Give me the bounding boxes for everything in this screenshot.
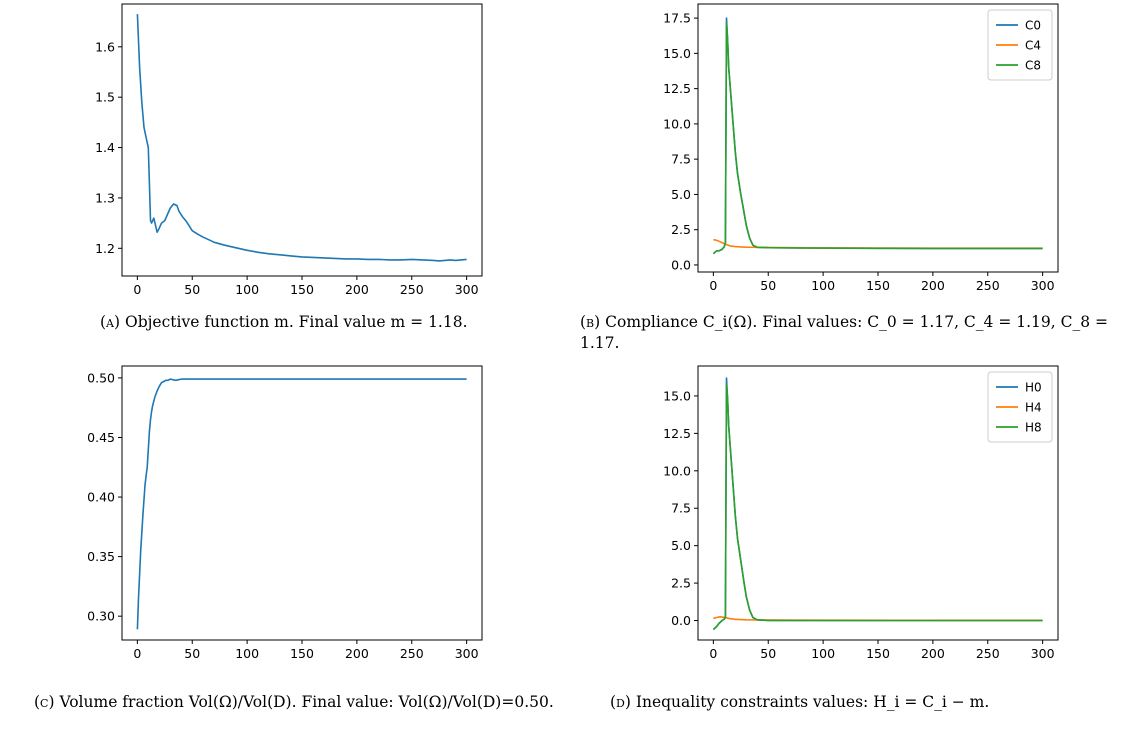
series-line-c-0 [136,378,467,630]
x-tick-label-c-5: 250 [400,646,424,661]
axes-frame-c [121,365,483,641]
chart-panel-a: 0 50 100 150 200 250 300 1.2 1.3 1.4 1.5 1.6 [0,0,520,300]
legend-d [987,371,1053,443]
legend-label-b-1: C4 [1025,39,1041,53]
caption-c: (c) Volume fraction Vol(Ω)/Vol(D). Final… [34,692,574,713]
legend-label-d-1: H4 [1025,401,1042,415]
x-tick-label-d-0: 0 [709,646,717,661]
x-tick-label-a-4: 200 [345,282,369,297]
x-tick-label-b-0: 0 [709,278,717,293]
caption-d-tag: (d) [610,693,631,711]
caption-b-text: Compliance C_i(Ω). Final values: C_0 = 1… [580,313,1108,352]
y-tick-label-b-3: 7.5 [671,152,691,167]
y-tick-label-d-2: 5.0 [671,538,691,553]
x-tick-label-a-6: 300 [455,282,479,297]
y-tick-label-c-4: 0.50 [87,370,115,385]
x-tick-label-a-0: 0 [133,282,141,297]
x-tick-label-a-2: 100 [235,282,259,297]
caption-c-text: Volume fraction Vol(Ω)/Vol(D). Final val… [59,693,554,711]
legend-label-b-0: C0 [1025,19,1041,33]
x-tick-label-d-4: 200 [921,646,945,661]
chart-panel-c: 0 50 100 150 200 250 300 0.30 0.35 0.40 0.45 0.50 [0,362,520,672]
axes-frame-a [121,3,483,277]
y-tick-label-d-0: 0.0 [671,613,691,628]
legend-label-d-2: H8 [1025,421,1042,435]
y-tick-label-c-0: 0.30 [87,609,115,624]
chart-d-svg: 0 50 100 150 200 250 300 0.0 2.5 5.0 7.5 10.0 12.5 15… [663,365,1059,661]
series-line-a-0 [136,14,467,262]
x-tick-label-c-1: 50 [184,646,200,661]
chart-c-svg: 0 50 100 150 200 250 300 0.30 0.35 0.40 0.45 0.50 [87,365,483,661]
x-tick-label-b-5: 250 [976,278,1000,293]
caption-b-tag: (b) [580,313,601,331]
y-tick-label-b-5: 12.5 [663,81,691,96]
caption-d: (d) Inequality constraints values: H_i =… [610,692,1130,713]
caption-b: (b) Compliance C_i(Ω). Final values: C_0… [580,312,1140,354]
x-tick-label-b-3: 150 [866,278,890,293]
y-tick-label-b-1: 2.5 [671,222,691,237]
y-tick-label-d-4: 10.0 [663,463,691,478]
y-tick-label-a-0: 1.2 [95,241,115,256]
y-tick-label-c-1: 0.35 [87,549,115,564]
y-tick-label-b-2: 5.0 [671,187,691,202]
y-tick-label-d-3: 7.5 [671,501,691,516]
x-tick-label-d-3: 150 [866,646,890,661]
caption-a: (a) Objective function m. Final value m … [100,312,520,333]
series-line-d-2 [712,383,1043,631]
chart-b-svg: 0 50 100 150 200 250 300 0.0 2.5 5.0 7.5 10.0 12.5 15… [663,3,1059,293]
caption-a-text: Objective function m. Final value m = 1.… [124,313,468,331]
y-tick-label-a-1: 1.3 [95,190,115,205]
x-tick-label-a-3: 150 [290,282,314,297]
y-tick-label-b-0: 0.0 [671,257,691,272]
y-tick-label-a-4: 1.6 [95,39,115,54]
x-tick-label-d-1: 50 [760,646,776,661]
x-tick-label-d-6: 300 [1031,646,1055,661]
y-tick-label-c-2: 0.40 [87,490,115,505]
y-tick-label-d-6: 15.0 [663,388,691,403]
chart-panel-b: 0 50 100 150 200 250 300 0.0 2.5 5.0 7.5 10.0 12.5 15… [560,0,1148,300]
x-tick-label-d-5: 250 [976,646,1000,661]
x-tick-label-a-1: 50 [184,282,200,297]
x-tick-label-b-2: 100 [811,278,835,293]
x-tick-label-b-4: 200 [921,278,945,293]
x-tick-label-b-1: 50 [760,278,776,293]
series-line-b-2 [712,21,1043,255]
y-tick-label-a-2: 1.4 [95,140,115,155]
legend-b [987,9,1053,81]
y-tick-label-b-6: 15.0 [663,46,691,61]
x-tick-label-a-5: 250 [400,282,424,297]
y-tick-label-d-5: 12.5 [663,426,691,441]
legend-label-d-0: H0 [1025,381,1042,395]
chart-panel-d: 0 50 100 150 200 250 300 0.0 2.5 5.0 7.5 10.0 12.5 15… [560,362,1148,672]
legend-label-b-2: C8 [1025,59,1041,73]
x-tick-label-d-2: 100 [811,646,835,661]
x-tick-label-c-0: 0 [133,646,141,661]
x-tick-label-b-6: 300 [1031,278,1055,293]
y-tick-label-b-4: 10.0 [663,116,691,131]
y-tick-label-a-3: 1.5 [95,90,115,105]
y-tick-label-c-3: 0.45 [87,430,115,445]
caption-c-tag: (c) [34,693,55,711]
y-tick-label-d-1: 2.5 [671,576,691,591]
x-tick-label-c-6: 300 [455,646,479,661]
caption-d-text: Inequality constraints values: H_i = C_i… [635,693,990,711]
y-tick-label-b-7: 17.5 [663,11,691,26]
chart-a-svg: 0 50 100 150 200 250 300 1.2 1.3 1.4 1.5 1.6 [95,3,483,297]
x-tick-label-c-4: 200 [345,646,369,661]
caption-a-tag: (a) [100,313,121,331]
x-tick-label-c-3: 150 [290,646,314,661]
x-tick-label-c-2: 100 [235,646,259,661]
